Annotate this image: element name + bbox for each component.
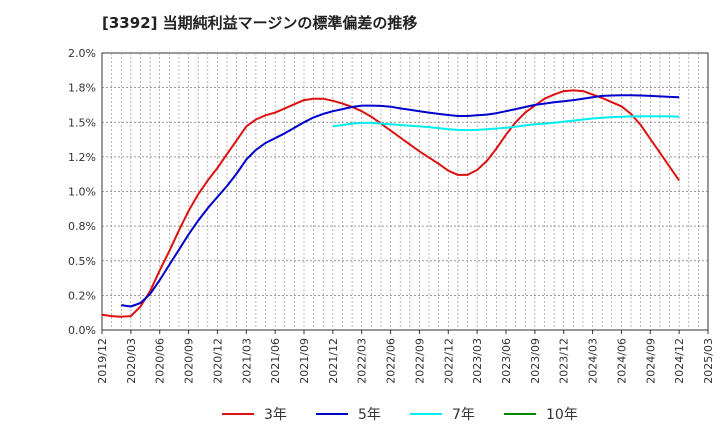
x-tick-label: 2020/12 [211,338,224,384]
x-tick-label: 2024/03 [587,338,600,384]
series-line-1 [101,89,680,318]
x-tick-label: 2021/06 [269,338,282,384]
y-tick-label: 1.5% [68,116,96,129]
x-tick-label: 2021/03 [240,338,253,384]
x-tick-label: 2020/03 [125,338,138,384]
legend-label-3: 7年 [452,407,475,423]
x-tick-label: 2019/12 [96,338,109,384]
x-tick-label: 2024/12 [673,338,686,384]
y-tick-label: 0.5% [68,255,96,268]
x-tick-label: 2022/09 [413,338,426,384]
legend-label-1: 3年 [264,407,287,423]
x-tick-label: 2023/12 [558,338,571,384]
legend-label-2: 5年 [358,407,381,423]
y-tick-label: 2.0% [68,47,96,60]
y-tick-label: 1.8% [68,82,96,95]
series-line-2 [121,94,680,308]
x-tick-label: 2022/03 [356,338,369,384]
x-tick-label: 2025/03 [702,338,715,384]
y-tick-label: 0.8% [68,220,96,233]
x-tick-label: 2023/03 [471,338,484,384]
x-tick-label: 2023/09 [529,338,542,384]
x-tick-label: 2021/12 [327,338,340,384]
x-tick-label: 2024/06 [615,338,628,384]
chart-title: [3392] 当期純利益マージンの標準偏差の推移 [102,14,418,32]
x-tick-label: 2021/09 [298,338,311,384]
legend-label-4: 10年 [546,407,578,423]
x-tick-label: 2020/09 [183,338,196,384]
series-line-3 [332,115,680,132]
y-tick-label: 1.0% [68,186,96,199]
x-tick-label: 2023/06 [500,338,513,384]
y-tick-label: 0.0% [68,324,96,337]
x-tick-label: 2020/06 [154,338,167,384]
y-tick-label: 1.2% [68,151,96,164]
y-tick-label: 0.2% [68,289,96,302]
x-tick-label: 2022/12 [442,338,455,384]
x-tick-label: 2022/06 [385,338,398,384]
x-tick-label: 2024/09 [644,338,657,384]
